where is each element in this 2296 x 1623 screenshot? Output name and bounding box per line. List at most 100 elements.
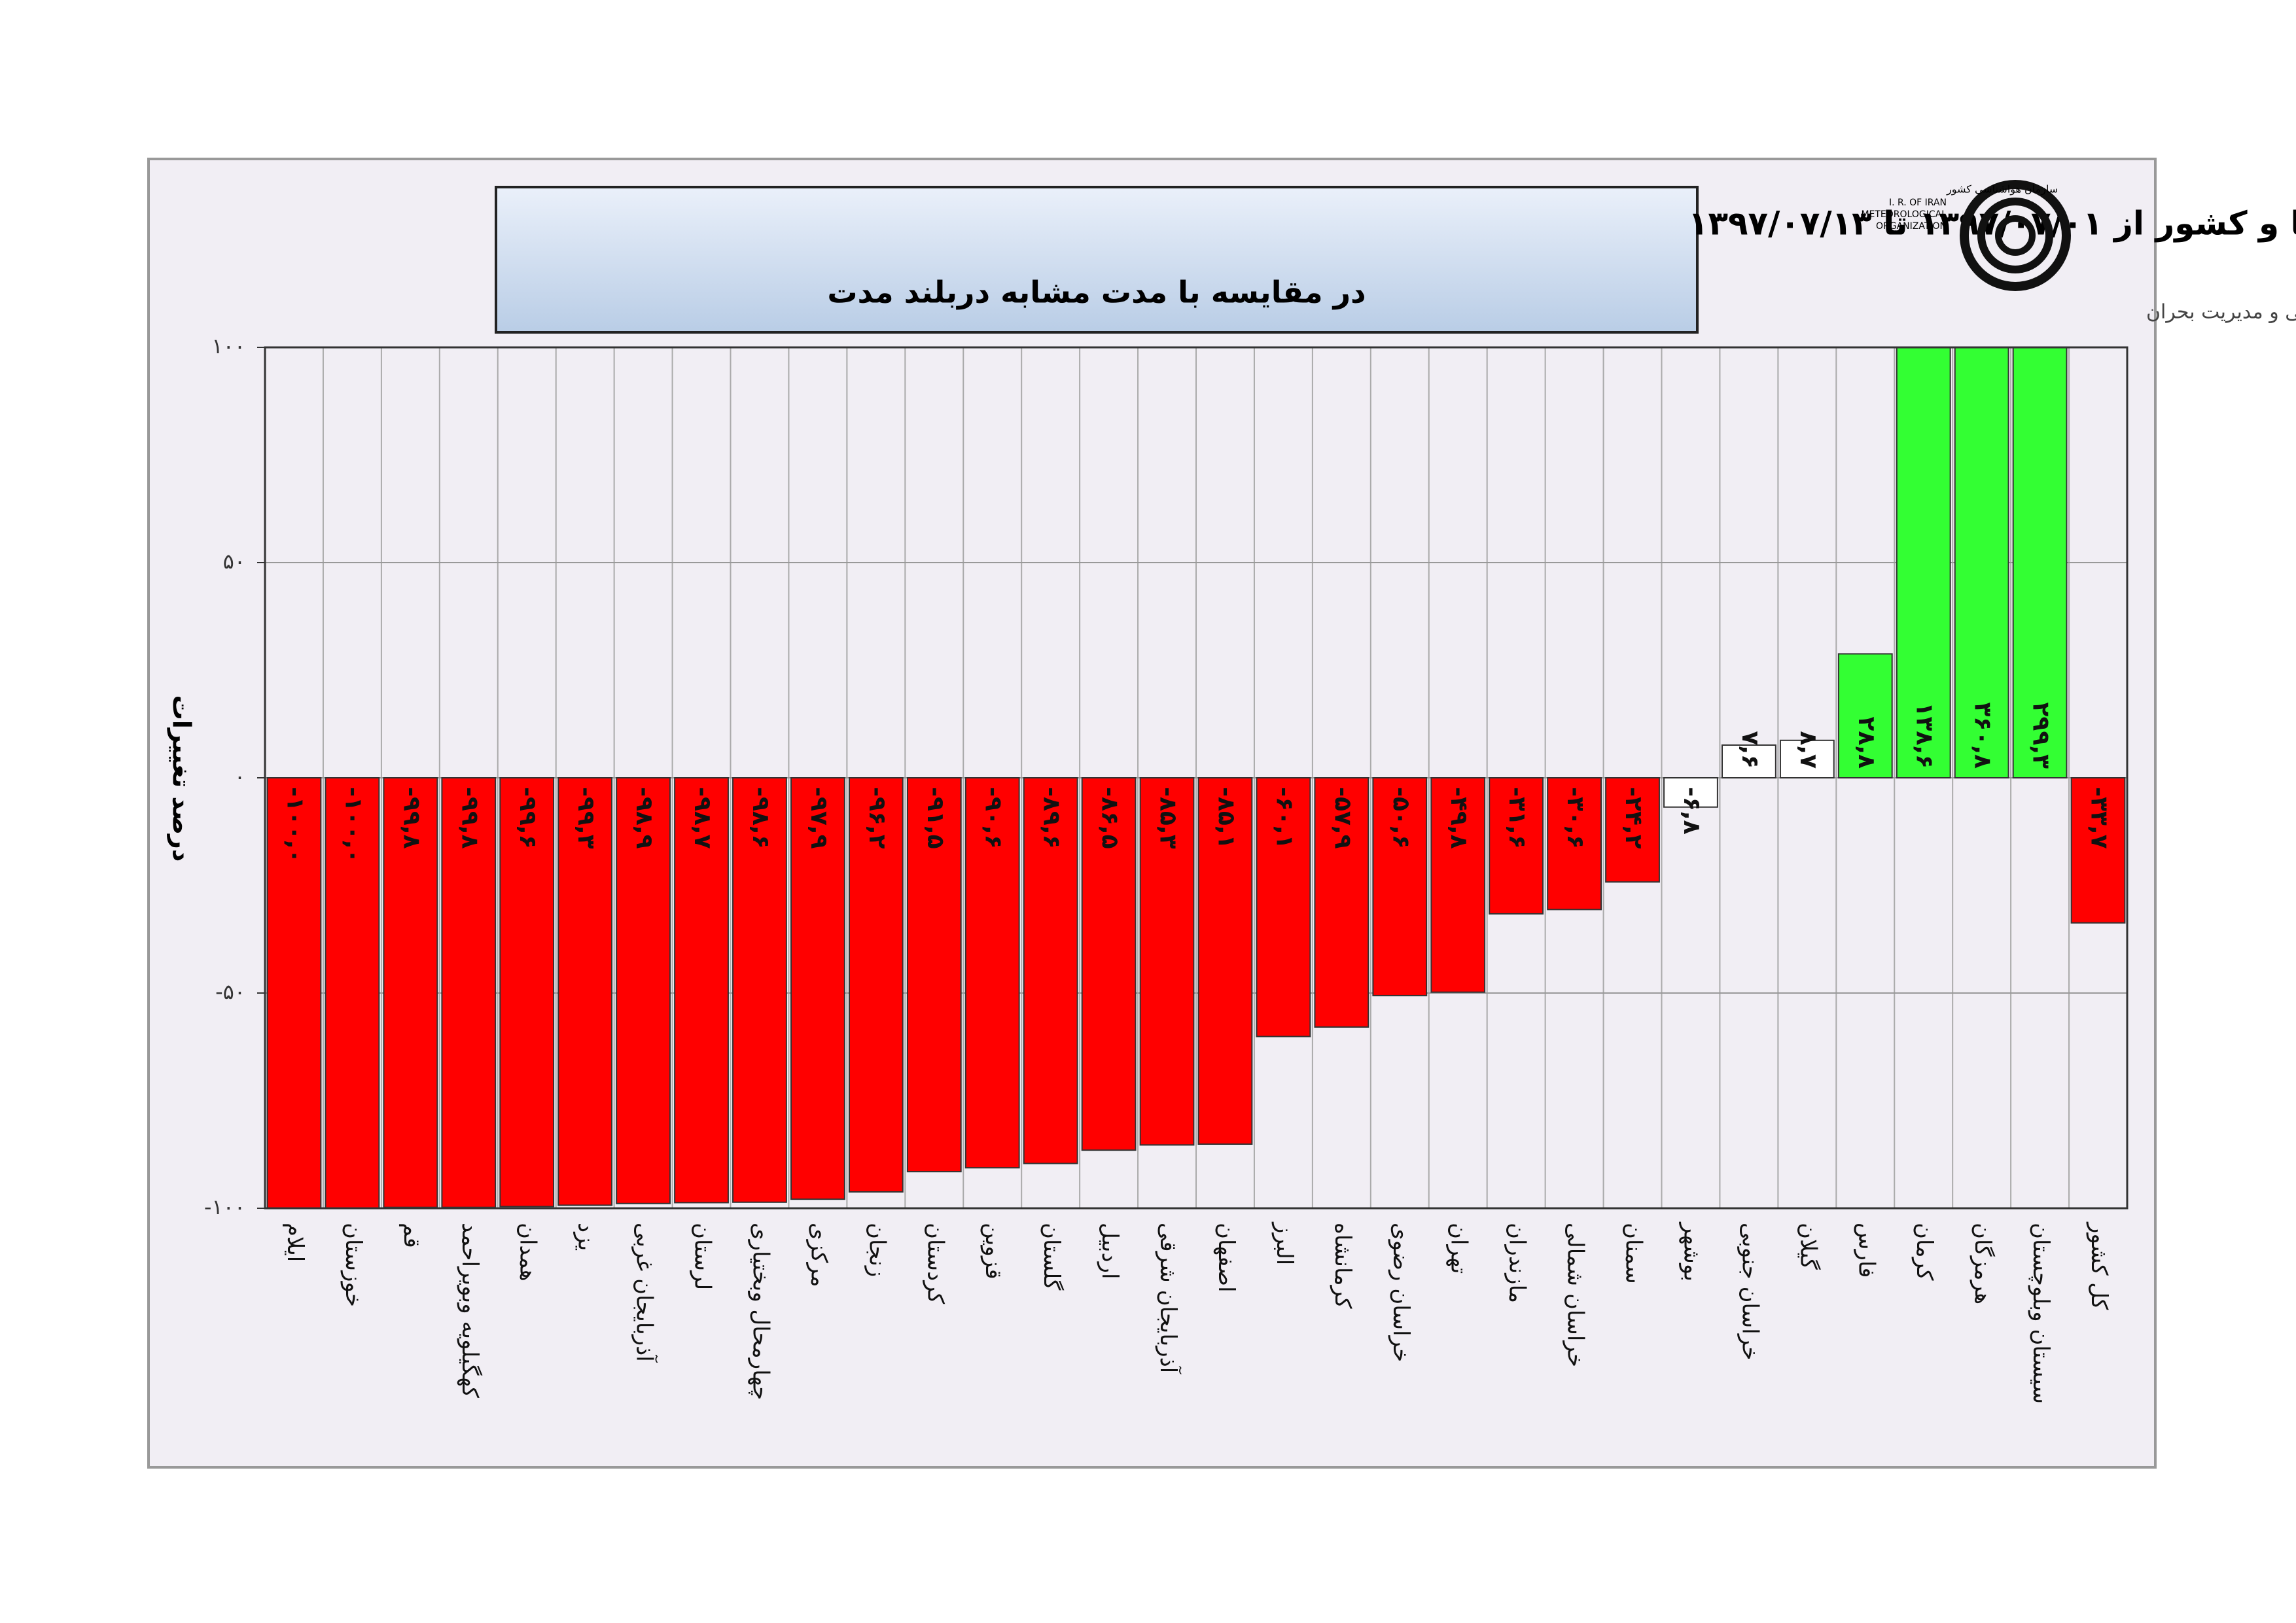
bar	[674, 777, 729, 1204]
y-tick-label: -۱۰۰	[204, 1195, 245, 1219]
bar	[557, 777, 613, 1206]
y-tick-label: -۵۰	[215, 979, 245, 1004]
x-tick-label: کل کشور	[2086, 1221, 2112, 1310]
bar	[1139, 777, 1195, 1146]
x-tick-label: اردبیل	[1097, 1223, 1123, 1279]
x-tick-label: لرستان	[690, 1223, 716, 1290]
value-label: -۹۸,۶	[747, 787, 774, 849]
x-tick-label: یزد	[573, 1223, 599, 1251]
bar	[1372, 777, 1428, 996]
value-label: -۸۵,۳	[1155, 787, 1182, 849]
x-tick-label: کرمانشاه	[1330, 1223, 1356, 1309]
bar	[732, 777, 787, 1203]
bar	[1721, 744, 1776, 778]
x-tick-label: بوشهر	[1678, 1221, 1704, 1282]
value-label: -۵۰,۶	[1387, 787, 1414, 849]
bar	[1837, 653, 1893, 778]
plot: -۱۰۰ -۵۰ ۰ ۵۰ ۱۰۰ -۱۰۰,۰ ایلام -۱۰۰,۰ خوزستان -۹۹…	[204, 334, 2128, 1404]
value-label: ۷,۶	[1737, 731, 1763, 769]
x-tick-label: زنجان	[864, 1223, 890, 1277]
value-label: -۲۴,۲	[1620, 787, 1647, 849]
bar	[383, 777, 438, 1208]
value-label: -۶۰,۱	[1271, 787, 1298, 849]
bar	[1430, 777, 1486, 993]
value-label: ۲۸,۸	[1853, 716, 1880, 769]
x-tick-label: گیلان	[1795, 1223, 1821, 1270]
x-tick-label: کردستان	[922, 1223, 948, 1304]
x-tick-label: البرز	[1271, 1221, 1298, 1265]
value-label: ۳۶۰,۸	[1969, 702, 1996, 769]
bar	[1197, 777, 1253, 1145]
value-label: -۹۰,۶	[980, 787, 1007, 849]
value-label: -۱۰۰,۰	[340, 787, 366, 864]
value-label: -۹۸,۹	[631, 787, 658, 849]
bar	[790, 777, 845, 1200]
value-label: -۹۶,۲	[864, 787, 891, 849]
value-label: -۹۹,۶	[514, 787, 541, 849]
logo	[1960, 180, 2071, 291]
x-tick-label: هرمزگان	[1969, 1223, 1996, 1304]
bar	[441, 777, 497, 1208]
value-label: ۱۳۸,۶	[1911, 702, 1938, 769]
value-label: -۸۵,۱	[1212, 787, 1239, 849]
value-label: -۹۹,۳	[573, 787, 599, 849]
logo-ring	[1977, 198, 2053, 273]
x-tick-label: خوزستان	[340, 1223, 366, 1307]
y-tick-label: ۰	[234, 764, 245, 789]
logo-ring	[1960, 180, 2071, 291]
value-label: -۳۱,۶	[1504, 787, 1530, 849]
bar	[906, 777, 962, 1173]
x-tick-label: ایلام	[282, 1223, 308, 1262]
logo-text: ORGANIZATION	[1876, 221, 1947, 232]
bar	[1954, 347, 2009, 778]
value-label: -۶,۸	[1678, 787, 1705, 835]
bar	[1547, 777, 1602, 911]
value-label: -۹۱,۵	[922, 787, 949, 849]
value-label: -۴۹,۸	[1445, 787, 1472, 849]
value-label: -۳۳,۷	[2086, 787, 2113, 849]
bar	[1663, 777, 1718, 808]
y-tick-label: ۵۰	[223, 549, 245, 574]
value-label: -۳۰,۶	[1562, 787, 1589, 849]
bar	[1489, 777, 1544, 915]
x-tick-label: مرکزی	[805, 1223, 832, 1287]
logo-text: I. R. OF IRAN	[1889, 198, 1947, 208]
x-tick-label: قم	[398, 1223, 425, 1248]
x-tick-label: خراسان رضوی	[1388, 1223, 1414, 1362]
x-tick-label: گلستان	[1038, 1223, 1065, 1291]
chart-subtitle: در مقایسه با مدت مشابه دربلند مدت	[827, 275, 1366, 310]
logo-caption: مرکز ملی خشکسالی و مدیریت بحران	[2146, 301, 2296, 324]
x-tick-label: تهران	[1446, 1223, 1472, 1274]
x-tick-label: سیستان وبلوچستان	[2028, 1223, 2054, 1404]
plot-border	[264, 346, 2128, 1210]
value-label: -۸۹,۶	[1038, 787, 1065, 849]
bar	[1896, 347, 1951, 778]
value-label: -۵۷,۹	[1329, 787, 1356, 849]
value-label: -۹۹,۸	[398, 787, 425, 849]
logo-text: METEOROLOGICAL	[1861, 209, 1947, 220]
bar	[1779, 739, 1835, 779]
x-tick-label: خراسان شمالی	[1563, 1223, 1589, 1367]
y-tick-label: ۱۰۰	[211, 334, 245, 358]
x-tick-label: اصفهان	[1213, 1223, 1239, 1293]
x-tick-label: کرمان	[1911, 1223, 1937, 1281]
y-axis-label: درصد تغییرات	[168, 695, 196, 862]
value-label: ۸,۷	[1795, 731, 1822, 769]
bar	[1081, 777, 1137, 1151]
bar	[1314, 777, 1369, 1028]
value-label: -۸۶,۵	[1097, 787, 1123, 849]
bar	[1023, 777, 1078, 1164]
value-label: -۹۹,۸	[456, 787, 483, 849]
logo-ring	[1995, 215, 2036, 256]
bar	[266, 777, 322, 1208]
bar	[1256, 777, 1311, 1038]
x-tick-label: خراسان جنوبی	[1737, 1223, 1763, 1361]
logo-text: سازمان هواشناسی کشور	[1946, 183, 2058, 196]
value-label: -۱۰۰,۰	[281, 787, 308, 864]
value-label: -۹۸,۷	[689, 787, 716, 849]
bar	[499, 777, 555, 1208]
value-label: -۹۷,۹	[805, 787, 832, 849]
bar	[848, 777, 904, 1193]
